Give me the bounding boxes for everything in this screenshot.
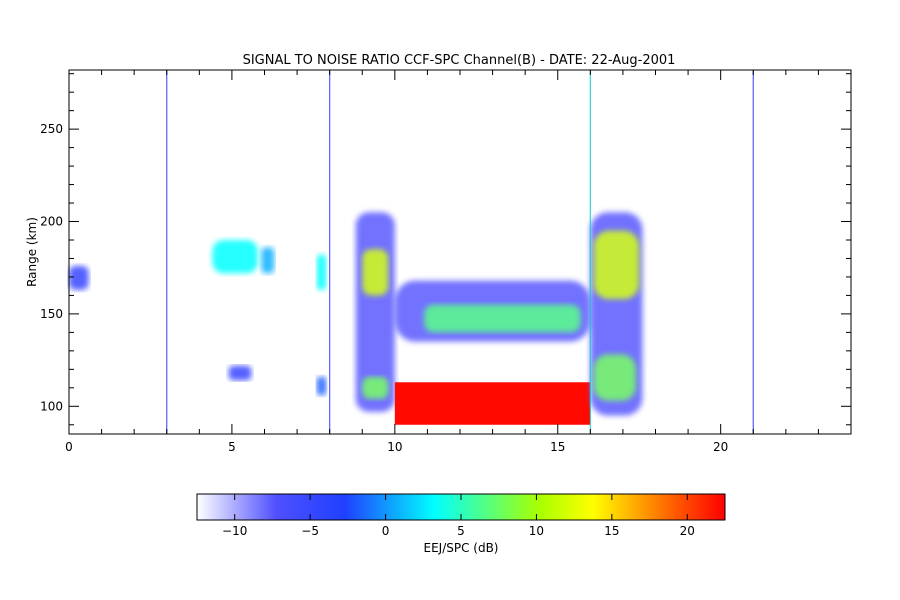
heatmap-region-core-9-lower: [362, 376, 389, 399]
colorbar-tick-label: −10: [222, 524, 247, 538]
x-tick-label: 10: [387, 440, 402, 454]
x-axis: 0 5 10 15 20: [65, 70, 852, 454]
chart-title: SIGNAL TO NOISE RATIO CCF-SPC Channel(B)…: [243, 53, 676, 68]
plot-background: [69, 70, 851, 434]
y-tick-label: 200: [40, 215, 63, 229]
colorbar-tick-label: 10: [529, 524, 544, 538]
heatmap-region-echo-7.7-low: [316, 376, 327, 396]
heatmap-region-red-block: [394, 382, 591, 425]
colorbar-label: EEJ/SPC (dB): [423, 541, 498, 555]
y-tick-label: 250: [40, 122, 63, 136]
heatmap-region-core-9-upper: [362, 249, 389, 296]
colorbar-ticks: −10 −5 0 5 10 15 20: [222, 494, 695, 538]
heatmap-region-band-10-16-core: [424, 304, 581, 333]
x-tick-label: 20: [713, 440, 728, 454]
heatmap-region-echo-4-6: [212, 239, 258, 274]
x-tick-label: 0: [65, 440, 73, 454]
heatmap-region-early-echo: [69, 265, 89, 290]
colorbar-tick-label: 15: [604, 524, 619, 538]
x-tick-label: 5: [228, 440, 236, 454]
colorbar-tick-label: −5: [301, 524, 319, 538]
y-axis: 100 150 200 250: [40, 73, 851, 426]
heatmap-region-echo-6: [261, 247, 275, 274]
colorbar-tick-label: 0: [382, 524, 390, 538]
plot-area: [69, 70, 851, 434]
y-tick-label: 150: [40, 307, 63, 321]
heatmap-region-core-16.5-upper: [593, 230, 640, 300]
heatmap-region-echo-7.7: [316, 254, 327, 290]
y-axis-label: Range (km): [25, 217, 39, 287]
x-tick-label: 15: [550, 440, 565, 454]
colorbar-tick-label: 5: [457, 524, 465, 538]
heatmap-region-lower-echo-5: [228, 365, 252, 381]
heatmap-region-core-16.5-lower: [593, 354, 636, 401]
colorbar-tick-label: 20: [680, 524, 695, 538]
y-tick-label: 100: [40, 399, 63, 413]
